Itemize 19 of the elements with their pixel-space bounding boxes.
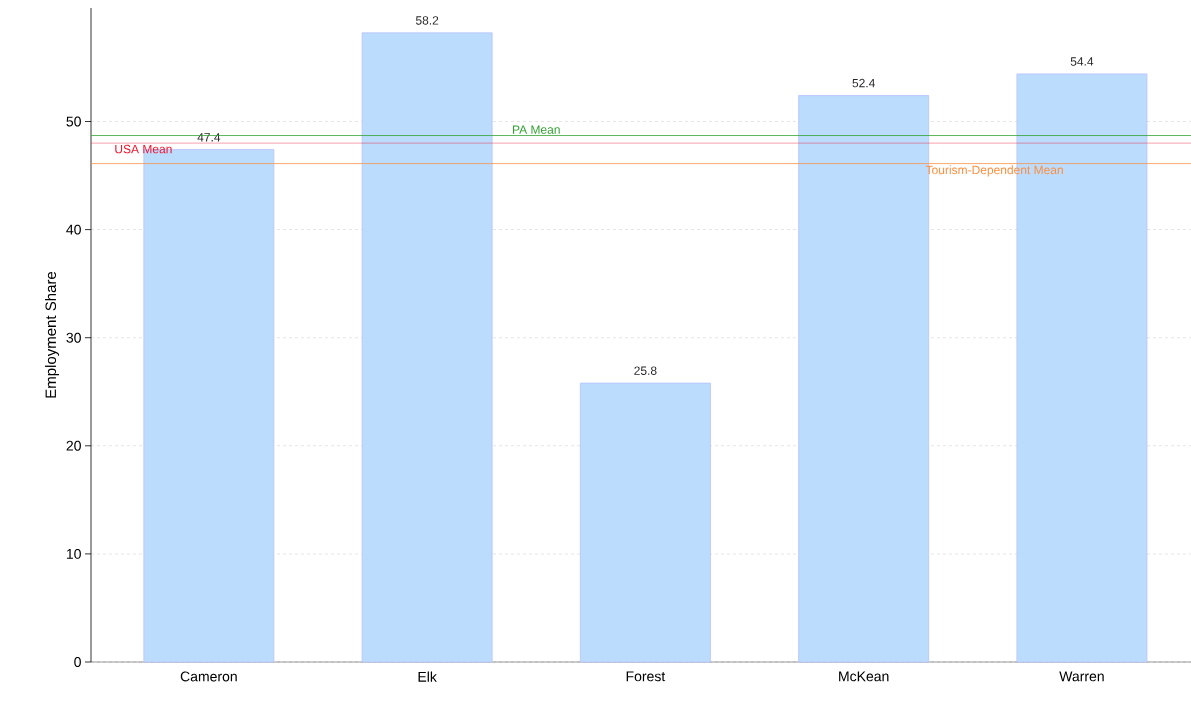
y-tick-label: 20 xyxy=(66,440,81,451)
data-label: 25.8 xyxy=(634,366,657,375)
x-tick-label: Elk xyxy=(418,671,437,682)
ref-line-label: Tourism-Dependent Mean xyxy=(925,165,1063,177)
ref-line-label: PA Mean xyxy=(513,125,560,134)
y-axis-title: Employment Share xyxy=(45,271,60,398)
y-tick-label: 40 xyxy=(66,224,81,235)
data-label: 52.4 xyxy=(852,78,875,88)
y-tick-label: 0 xyxy=(74,657,81,667)
y-tick-label: 50 xyxy=(66,116,81,127)
x-tick-label: Cameron xyxy=(180,671,237,682)
x-tick-label: Warren xyxy=(1059,671,1104,682)
ref-line-label: USA Mean xyxy=(115,144,172,154)
y-tick-label: 10 xyxy=(66,548,81,559)
y-tick-label: 30 xyxy=(66,332,81,343)
data-label: 58.2 xyxy=(415,16,439,25)
x-tick-label: McKean xyxy=(839,671,889,682)
x-tick-label: Forest xyxy=(626,671,666,682)
data-label: 54.4 xyxy=(1070,57,1094,66)
